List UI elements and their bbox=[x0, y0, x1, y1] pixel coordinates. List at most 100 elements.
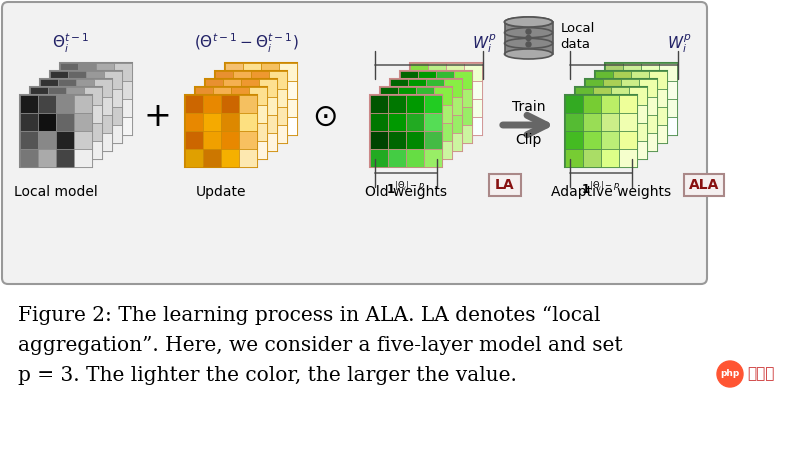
Bar bbox=[410, 99, 428, 117]
Bar bbox=[601, 149, 619, 167]
Bar bbox=[243, 63, 261, 81]
Bar bbox=[241, 97, 259, 115]
Bar bbox=[603, 133, 621, 151]
Bar bbox=[58, 115, 76, 133]
Bar bbox=[40, 79, 58, 97]
Bar bbox=[641, 63, 659, 81]
Bar bbox=[60, 63, 132, 135]
Circle shape bbox=[526, 29, 531, 34]
Bar bbox=[241, 79, 259, 97]
Bar bbox=[623, 63, 641, 81]
Bar bbox=[239, 113, 257, 131]
Bar bbox=[185, 131, 203, 149]
Text: $\odot$: $\odot$ bbox=[311, 102, 337, 132]
Bar bbox=[605, 117, 623, 135]
Bar bbox=[221, 131, 239, 149]
Bar bbox=[400, 89, 418, 107]
Bar bbox=[251, 125, 269, 143]
Bar bbox=[30, 123, 48, 141]
Text: $(\Theta^{t-1} - \Theta_i^{t-1})$: $(\Theta^{t-1} - \Theta_i^{t-1})$ bbox=[194, 32, 298, 55]
Bar bbox=[434, 105, 452, 123]
Bar bbox=[390, 115, 408, 133]
Bar bbox=[428, 81, 446, 99]
Text: LA: LA bbox=[496, 178, 515, 192]
Bar bbox=[269, 89, 287, 107]
Bar bbox=[30, 87, 48, 105]
Bar bbox=[410, 117, 428, 135]
Bar bbox=[601, 131, 619, 149]
Bar bbox=[649, 89, 667, 107]
Bar bbox=[408, 97, 426, 115]
Bar bbox=[623, 99, 641, 117]
Bar bbox=[78, 117, 96, 135]
Bar bbox=[213, 105, 231, 123]
Bar bbox=[30, 105, 48, 123]
Bar bbox=[428, 117, 446, 135]
Bar bbox=[66, 141, 84, 159]
Bar bbox=[380, 87, 452, 159]
Bar bbox=[279, 99, 297, 117]
Bar bbox=[86, 125, 104, 143]
Bar bbox=[436, 89, 454, 107]
Text: Old weights: Old weights bbox=[365, 185, 447, 199]
Bar bbox=[195, 105, 213, 123]
Bar bbox=[279, 63, 297, 81]
Bar bbox=[203, 95, 221, 113]
Bar bbox=[623, 117, 641, 135]
Bar bbox=[225, 117, 243, 135]
Bar bbox=[259, 97, 277, 115]
Bar bbox=[94, 133, 112, 151]
Bar bbox=[259, 133, 277, 151]
Bar bbox=[195, 141, 213, 159]
Bar bbox=[38, 95, 56, 113]
FancyBboxPatch shape bbox=[489, 174, 521, 196]
Bar bbox=[416, 123, 434, 141]
Bar bbox=[595, 107, 613, 125]
Bar bbox=[58, 79, 76, 97]
Bar bbox=[406, 131, 424, 149]
Bar bbox=[96, 99, 114, 117]
Bar bbox=[631, 125, 649, 143]
Bar bbox=[605, 63, 623, 81]
Bar bbox=[603, 97, 621, 115]
Bar bbox=[434, 87, 452, 105]
Text: ALA: ALA bbox=[689, 178, 719, 192]
Bar bbox=[406, 149, 424, 167]
Bar bbox=[243, 117, 261, 135]
Bar bbox=[233, 107, 251, 125]
Bar bbox=[565, 95, 637, 167]
Bar bbox=[583, 95, 601, 113]
Bar bbox=[649, 107, 667, 125]
Circle shape bbox=[717, 361, 743, 387]
Bar bbox=[595, 125, 613, 143]
Bar bbox=[48, 123, 66, 141]
Bar bbox=[613, 107, 631, 125]
Bar bbox=[185, 95, 257, 167]
Bar bbox=[390, 79, 408, 97]
Bar bbox=[408, 79, 426, 97]
Bar bbox=[185, 95, 203, 113]
Bar bbox=[380, 141, 398, 159]
Bar bbox=[60, 63, 78, 81]
Bar bbox=[585, 97, 603, 115]
Bar bbox=[56, 131, 74, 149]
Bar bbox=[225, 81, 243, 99]
Bar bbox=[416, 105, 434, 123]
Bar bbox=[30, 141, 48, 159]
Bar bbox=[424, 95, 442, 113]
Bar bbox=[223, 133, 241, 151]
Bar bbox=[631, 89, 649, 107]
Bar bbox=[639, 133, 657, 151]
Bar bbox=[428, 63, 446, 81]
Bar bbox=[436, 107, 454, 125]
Bar bbox=[259, 115, 277, 133]
Bar bbox=[96, 63, 114, 81]
Bar bbox=[76, 115, 94, 133]
Bar bbox=[203, 149, 221, 167]
Bar bbox=[86, 107, 104, 125]
Bar bbox=[50, 125, 68, 143]
Bar bbox=[78, 99, 96, 117]
Bar bbox=[221, 95, 239, 113]
Text: $\mathbf{1}^{|\Theta_i|-p}$: $\mathbf{1}^{|\Theta_i|-p}$ bbox=[581, 181, 620, 197]
Bar bbox=[225, 63, 243, 81]
